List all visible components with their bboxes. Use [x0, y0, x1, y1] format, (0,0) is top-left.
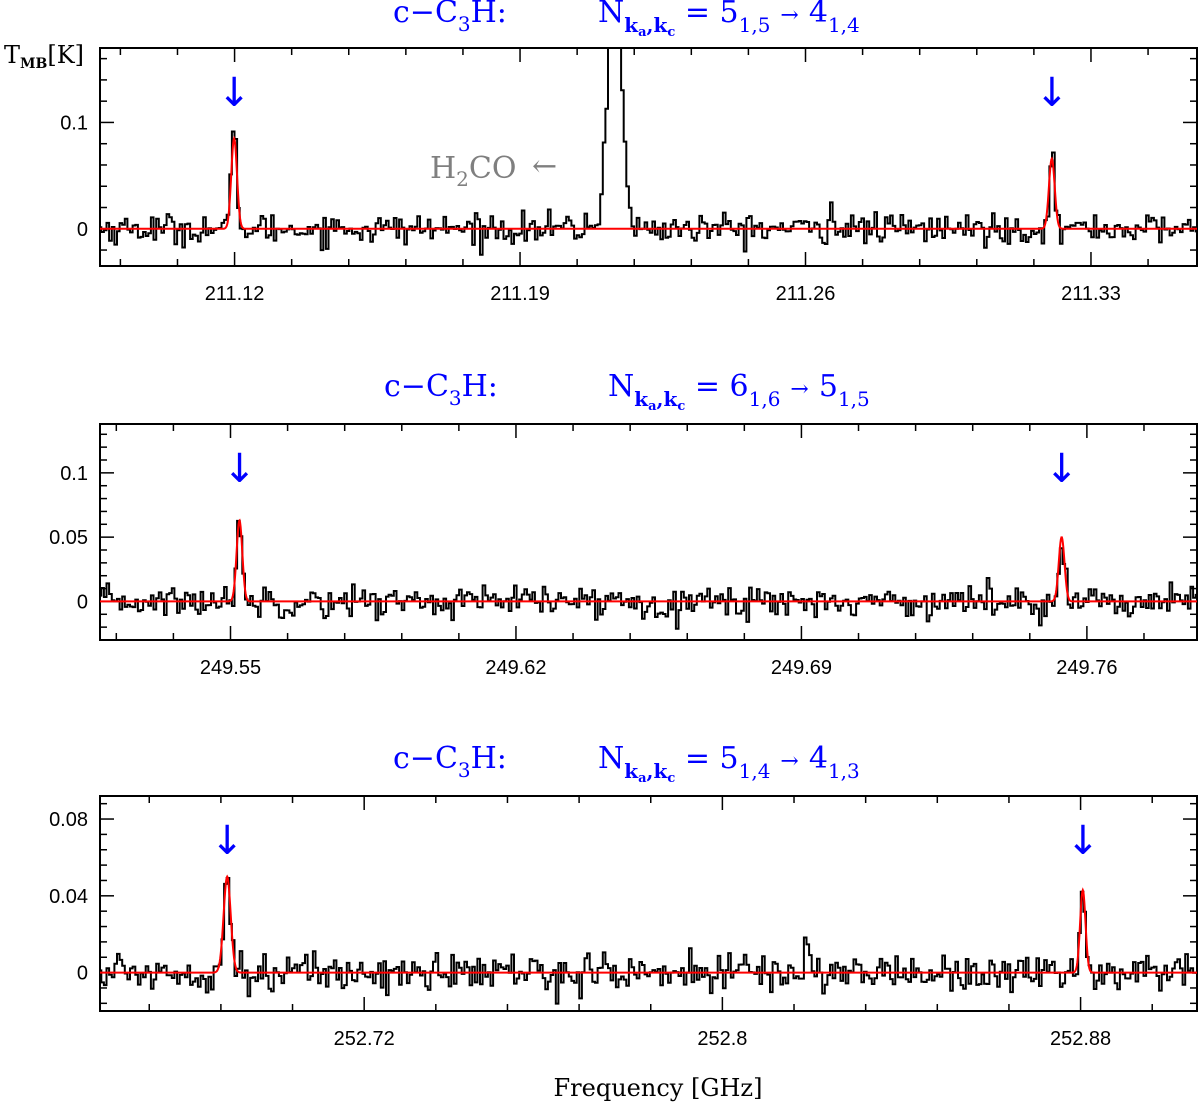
panel-1: c−C3H: Nka,kc = 51,5 → 41,4 TMB[K] 211.12 2…	[4, 0, 1198, 305]
panel-1-plot: 211.12 211.19 211.26 211.33 0 0.1 ↓ ↓	[60, 47, 1198, 305]
x-tick-label: 249.55	[200, 657, 261, 679]
panel-2: c−C3H: Nka,kc = 61,6 → 51,5 249.55 249.62 24…	[49, 369, 1198, 679]
panel-1-title-transition: Nka,kc = 51,5 → 41,4	[598, 0, 860, 40]
panel-3-title-molecule: c−C3H:	[393, 741, 507, 782]
line-marker-arrow: ↓	[217, 70, 251, 116]
panel-3: c−C3H: Nka,kc = 51,4 → 41,3 252.72 252.8 252…	[49, 741, 1198, 1102]
line-marker-arrow: ↓	[223, 446, 257, 492]
line-marker-arrow: ↓	[1035, 70, 1069, 116]
fit-curve	[100, 518, 1197, 603]
fit-curve	[100, 135, 1197, 230]
y-tick-label: 0.04	[49, 886, 88, 908]
x-tick-label: 249.69	[771, 657, 832, 679]
x-tick-label: 249.76	[1056, 657, 1117, 679]
panel-2-title-transition: Nka,kc = 61,6 → 51,5	[608, 369, 870, 414]
panel-3-title-transition: Nka,kc = 51,4 → 41,3	[598, 741, 860, 786]
plot-frame	[99, 423, 1198, 641]
panel-1-title-molecule: c−C3H:	[393, 0, 507, 36]
line-marker-arrow: ↓	[1066, 818, 1100, 864]
y-tick-label: 0.1	[60, 112, 88, 134]
x-tick-label: 211.19	[490, 283, 550, 305]
y-tick-label: 0.05	[49, 527, 88, 549]
observed-spectrum	[100, 48, 1197, 256]
y-tick-label: 0	[77, 219, 88, 241]
h2co-annotation-arrow: ←	[532, 149, 557, 184]
observed-spectrum	[100, 877, 1197, 1005]
x-tick-label: 211.12	[205, 283, 265, 305]
x-axis-label: Frequency [GHz]	[554, 1074, 763, 1102]
x-tick-label: 249.62	[485, 657, 546, 679]
panel-2-plot: 249.55 249.62 249.69 249.76 0 0.05 0.1 ↓ ↓	[49, 423, 1198, 679]
y-tick-label: 0.08	[49, 809, 88, 831]
x-tick-label: 211.26	[776, 283, 836, 305]
plot-frame	[99, 47, 1198, 267]
x-tick-label: 252.72	[334, 1028, 395, 1050]
panel-3-plot: 252.72 252.8 252.88 0 0.04 0.08 ↓ ↓	[49, 795, 1198, 1050]
y-tick-label: 0.1	[60, 463, 88, 485]
y-tick-label: 0	[77, 591, 88, 613]
line-marker-arrow: ↓	[1045, 446, 1079, 492]
plot-frame	[99, 795, 1198, 1012]
x-tick-label: 252.8	[697, 1028, 747, 1050]
line-marker-arrow: ↓	[210, 818, 244, 864]
h2co-annotation-label: H2CO	[430, 151, 516, 191]
x-tick-label: 211.33	[1061, 283, 1121, 305]
panel-2-title-molecule: c−C3H:	[384, 369, 498, 410]
fit-curve	[100, 874, 1197, 974]
y-tick-label: 0	[77, 963, 88, 985]
x-tick-label: 252.88	[1050, 1028, 1111, 1050]
y-axis-label: TMB[K]	[4, 41, 84, 72]
observed-spectrum	[100, 519, 1197, 630]
